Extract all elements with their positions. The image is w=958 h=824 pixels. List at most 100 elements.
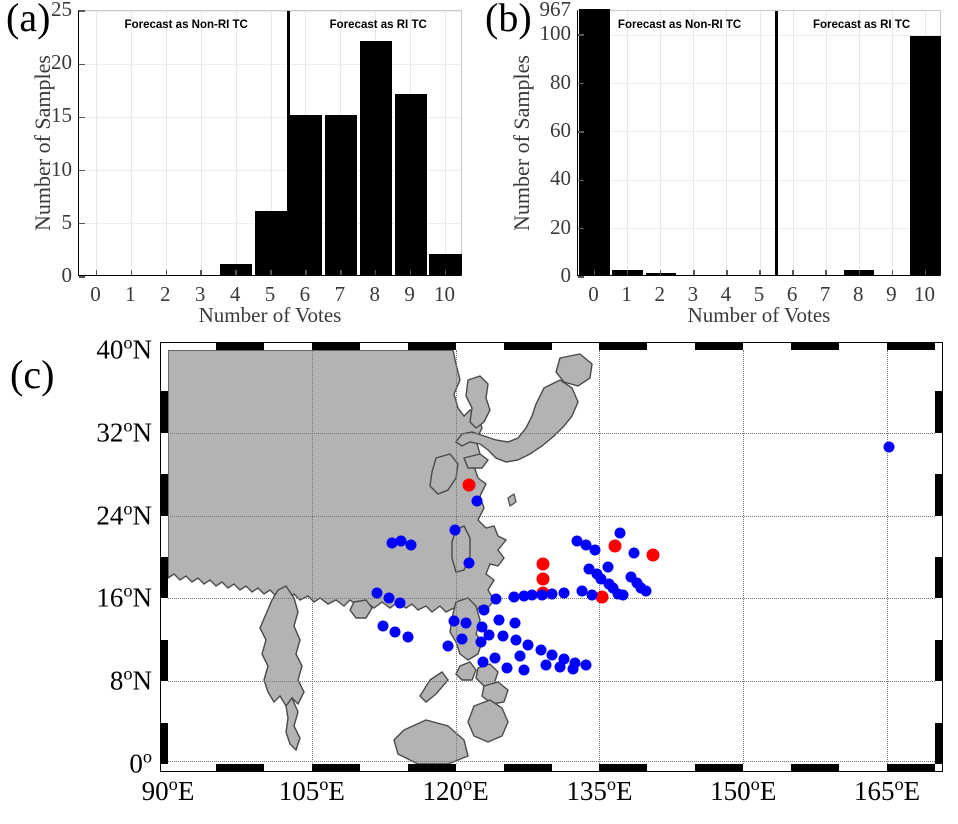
x-axis-tick-mark (409, 270, 412, 275)
map-y-tick-label: 8oN (109, 663, 152, 696)
x-axis-tick-label: 2 (654, 282, 665, 306)
map-point-non-ri-tc (586, 589, 598, 601)
map-gridline-horizontal (168, 432, 935, 434)
map-point-non-ri-tc (510, 634, 522, 646)
gridline-vertical (825, 11, 827, 275)
x-axis-tick-mark (235, 270, 237, 275)
panel-a-plot-area (78, 10, 462, 278)
map-frame-tick-segment (215, 764, 264, 772)
map-y-tick-label-zero: 0o (129, 746, 152, 779)
map-point-non-ri-tc (475, 636, 487, 648)
map-point-non-ri-tc (394, 597, 406, 609)
panel-b-x-axis-title: Number of Votes (687, 303, 831, 327)
map-frame-tick-segment (935, 474, 943, 516)
x-axis-tick-mark (444, 270, 447, 275)
map-point-non-ri-tc (883, 441, 895, 453)
x-axis-tick-label: 3 (194, 282, 206, 306)
map-point-non-ri-tc (546, 588, 558, 600)
map-point-non-ri-tc (395, 535, 407, 547)
histogram-bar (254, 211, 288, 275)
map-x-tick-label: 105oE (278, 774, 345, 806)
map-point-ri-tc (536, 557, 550, 571)
map-frame-tick-segment (407, 342, 456, 350)
x-axis-tick-mark (792, 270, 794, 275)
map-point-ri-tc (595, 590, 609, 604)
map-point-non-ri-tc (371, 587, 383, 599)
y-axis-tick-label: 15 (51, 103, 72, 128)
map-point-non-ri-tc (449, 524, 461, 536)
map-frame-tick-segment (599, 342, 648, 350)
x-axis-tick-label: 8 (369, 282, 380, 306)
x-axis-tick-label: 7 (334, 282, 346, 306)
map-gridline-vertical (887, 350, 889, 764)
map-frame-tick-segment (935, 639, 943, 682)
x-axis-tick-label: 9 (404, 282, 415, 306)
map-point-non-ri-tc (377, 620, 389, 632)
map-frame-tick-segment (695, 342, 744, 350)
map-frame-tick-segment (935, 722, 943, 764)
map-point-non-ri-tc (448, 615, 460, 627)
histogram-bar (220, 264, 253, 275)
x-axis-tick-label: 0 (90, 282, 101, 306)
y-axis-tick-label: 60 (550, 117, 571, 142)
histogram-bar (324, 115, 357, 275)
map-point-non-ri-tc (614, 527, 626, 539)
map-y-tick-label: 40oN (96, 332, 152, 365)
map-point-non-ri-tc (490, 593, 502, 605)
x-axis-tick-label: 6 (786, 282, 798, 306)
y-axis-tick-label: 100 (539, 21, 572, 46)
histogram-bar (579, 9, 610, 275)
map-point-non-ri-tc (526, 589, 538, 601)
histogram-bar (910, 35, 941, 275)
gridline-vertical (660, 11, 662, 275)
histogram-bar (394, 94, 427, 275)
map-x-tick-label: 165oE (853, 774, 921, 806)
map-point-non-ri-tc (508, 591, 520, 603)
x-axis-tick-label: 10 (913, 282, 935, 306)
map-point-non-ri-tc (386, 537, 398, 548)
gridline-horizontal (79, 170, 461, 172)
map-point-non-ri-tc (617, 589, 629, 601)
x-axis-tick-label: 0 (588, 282, 599, 306)
map-point-non-ri-tc (602, 561, 614, 573)
histogram-bar (429, 253, 462, 275)
map-point-non-ri-tc (471, 495, 483, 507)
gridline-horizontal (578, 83, 940, 85)
x-axis-tick-label: 7 (819, 282, 831, 306)
map-point-non-ri-tc (535, 644, 547, 656)
x-axis-tick-label: 3 (687, 282, 699, 306)
map-point-non-ri-tc (463, 557, 475, 569)
map-point-non-ri-tc (478, 604, 490, 616)
map-y-tick-label: 24oN (96, 498, 152, 531)
map-frame-tick-segment (695, 764, 744, 772)
gridline-vertical (445, 11, 447, 275)
y-axis-tick-mark (79, 223, 85, 225)
panel-c-letter: (c) (10, 352, 55, 397)
map-point-non-ri-tc (558, 587, 570, 599)
y-axis-tick-label: 5 (61, 209, 73, 234)
x-axis-tick-mark (593, 270, 596, 275)
map-frame-tick-segment (503, 342, 552, 350)
x-axis-tick-label: 5 (753, 282, 765, 306)
map-point-non-ri-tc (442, 640, 454, 652)
x-axis-tick-mark (130, 270, 133, 275)
x-axis-tick-label: 4 (720, 282, 732, 306)
gridline-vertical (235, 11, 237, 275)
map-frame-tick-segment (935, 391, 943, 433)
map-frame-tick-segment (935, 557, 943, 599)
map-point-non-ri-tc (522, 639, 534, 651)
map-point-ri-tc (536, 572, 550, 586)
panel-b: (b) Number of Samples Number of Votes 0 2… (479, 0, 958, 330)
gridline-horizontal (578, 131, 940, 133)
y-axis-tick-mark (578, 82, 584, 85)
y-axis-tick-mark (578, 131, 584, 133)
map-point-non-ri-tc (405, 539, 417, 551)
x-axis-tick-label: 1 (621, 282, 632, 306)
x-axis-tick-mark (165, 270, 167, 275)
map-frame-tick-segment (215, 342, 264, 350)
x-axis-tick-mark (375, 270, 377, 275)
forecast-region-label: Forecast as RI TC (329, 19, 427, 31)
map-point-non-ri-tc (456, 633, 468, 645)
map-frame-tick-segment (791, 342, 840, 350)
